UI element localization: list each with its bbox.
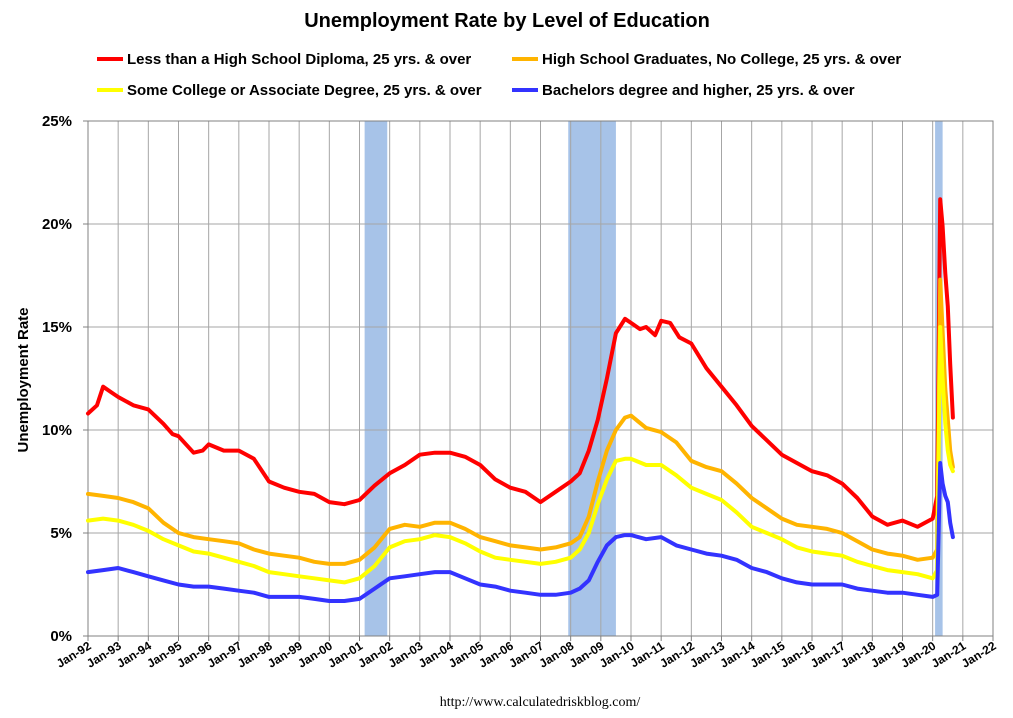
source-text: http://www.calculatedriskblog.com/ (440, 695, 641, 710)
series-line-1 (86, 277, 955, 566)
x-tick-label: Jan-10 (597, 639, 637, 671)
recession-bands (364, 121, 943, 636)
series-line-0 (86, 197, 955, 529)
recession-band-0 (364, 121, 388, 636)
x-tick-label: Jan-22 (959, 639, 999, 671)
y-axis-label: Unemployment Rate (15, 307, 32, 452)
series-line-2 (86, 325, 955, 585)
legend-label-0: Less than a High School Diploma, 25 yrs.… (127, 51, 471, 68)
legend-label-3: Bachelors degree and higher, 25 yrs. & o… (542, 82, 855, 99)
series-line-3 (86, 461, 955, 603)
legend-label-2: Some College or Associate Degree, 25 yrs… (127, 82, 482, 99)
y-tick-label: 5% (50, 525, 72, 542)
legend-label-1: High School Graduates, No College, 25 yr… (542, 51, 901, 68)
legend: Less than a High School Diploma, 25 yrs.… (97, 51, 901, 99)
y-tick-label: 25% (42, 113, 72, 130)
y-tick-label: 15% (42, 319, 72, 336)
y-tick-label: 0% (50, 628, 72, 645)
data-series (86, 197, 955, 603)
y-tick-label: 20% (42, 216, 72, 233)
chart-title: Unemployment Rate by Level of Education (304, 10, 710, 32)
y-tick-label: 10% (42, 422, 72, 439)
